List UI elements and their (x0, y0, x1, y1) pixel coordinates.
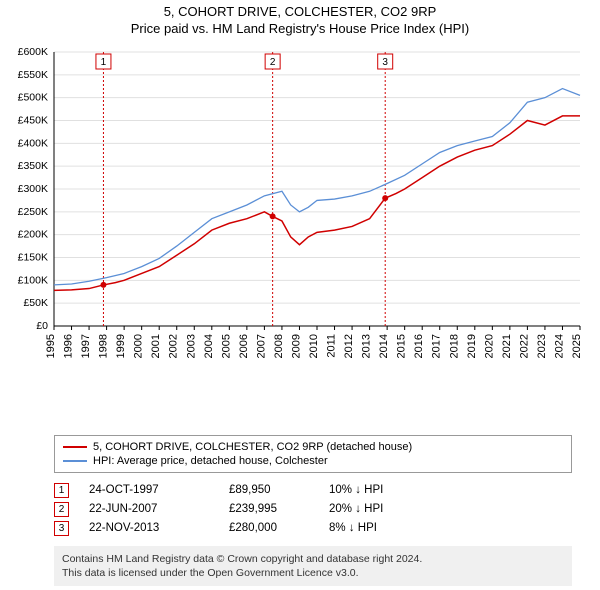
x-tick-label: 2024 (553, 334, 565, 358)
x-tick-label: 2020 (483, 334, 495, 358)
sales-row-date: 22-JUN-2007 (89, 503, 209, 515)
x-tick-label: 2004 (203, 334, 215, 358)
x-tick-label: 2023 (536, 334, 548, 358)
x-tick-label: 2019 (466, 334, 478, 358)
x-tick-label: 2022 (518, 334, 530, 358)
sales-row-price: £239,995 (229, 503, 309, 515)
x-tick-label: 2025 (571, 334, 583, 358)
series-price_paid (54, 116, 580, 290)
sale-marker-number: 1 (101, 57, 107, 68)
x-tick-label: 2007 (255, 334, 267, 358)
sales-row: 3 22-NOV-2013 £280,000 8% ↓ HPI (54, 519, 572, 538)
x-tick-label: 2005 (220, 334, 232, 358)
x-tick-label: 2018 (448, 334, 460, 358)
title-line-1: 5, COHORT DRIVE, COLCHESTER, CO2 9RP (0, 4, 600, 19)
legend: 5, COHORT DRIVE, COLCHESTER, CO2 9RP (de… (54, 435, 572, 473)
x-tick-label: 2017 (431, 334, 443, 358)
y-tick-label: £150K (18, 252, 48, 264)
x-tick-label: 2008 (273, 334, 285, 358)
chart-title: 5, COHORT DRIVE, COLCHESTER, CO2 9RP Pri… (0, 0, 600, 44)
x-tick-label: 1996 (63, 334, 75, 358)
y-tick-label: £100K (18, 274, 48, 286)
y-tick-label: £350K (18, 160, 48, 172)
sales-row-delta: 8% ↓ HPI (329, 522, 419, 534)
x-tick-label: 2003 (185, 334, 197, 358)
legend-row: 5, COHORT DRIVE, COLCHESTER, CO2 9RP (de… (63, 440, 563, 454)
legend-swatch (63, 460, 87, 462)
y-tick-label: £450K (18, 115, 48, 127)
sales-table: 1 24-OCT-1997 £89,950 10% ↓ HPI 2 22-JUN-2007… (54, 481, 572, 538)
legend-label: HPI: Average price, detached house, Colc… (93, 455, 328, 467)
x-tick-label: 2011 (326, 334, 338, 358)
y-tick-label: £500K (18, 92, 48, 104)
attribution-line-2: This data is licensed under the Open Gov… (62, 566, 564, 580)
x-tick-label: 2009 (290, 334, 302, 358)
x-tick-label: 1995 (45, 334, 57, 358)
x-tick-label: 1998 (98, 334, 110, 358)
title-line-2: Price paid vs. HM Land Registry's House … (0, 21, 600, 36)
y-tick-label: £250K (18, 206, 48, 218)
y-tick-label: £400K (18, 137, 48, 149)
y-tick-label: £550K (18, 69, 48, 81)
x-tick-label: 2021 (501, 334, 513, 358)
x-tick-label: 1999 (115, 334, 127, 358)
x-tick-label: 2001 (150, 334, 162, 358)
sales-row-delta: 20% ↓ HPI (329, 503, 419, 515)
legend-label: 5, COHORT DRIVE, COLCHESTER, CO2 9RP (de… (93, 441, 412, 453)
y-tick-label: £50K (23, 297, 48, 309)
y-tick-label: £0 (36, 320, 48, 332)
y-tick-label: £600K (18, 46, 48, 58)
sales-row: 1 24-OCT-1997 £89,950 10% ↓ HPI (54, 481, 572, 500)
sales-row-date: 22-NOV-2013 (89, 522, 209, 534)
x-tick-label: 2010 (308, 334, 320, 358)
legend-swatch (63, 446, 87, 448)
x-tick-label: 2015 (396, 334, 408, 358)
sale-marker-number: 3 (382, 57, 388, 68)
attribution-line-1: Contains HM Land Registry data © Crown c… (62, 552, 564, 566)
sales-row-badge: 1 (54, 483, 69, 498)
y-tick-label: £200K (18, 229, 48, 241)
sale-marker-number: 2 (270, 57, 276, 68)
sales-row-badge: 2 (54, 502, 69, 517)
sales-row-date: 24-OCT-1997 (89, 484, 209, 496)
sales-row: 2 22-JUN-2007 £239,995 20% ↓ HPI (54, 500, 572, 519)
legend-row: HPI: Average price, detached house, Colc… (63, 454, 563, 468)
x-tick-label: 2012 (343, 334, 355, 358)
chart-area: £0 £50K £100K £150K £200K £250K £300K £350K £400… (0, 44, 600, 429)
sales-row-price: £280,000 (229, 522, 309, 534)
attribution: Contains HM Land Registry data © Crown c… (54, 546, 572, 586)
x-tick-label: 2016 (413, 334, 425, 358)
y-tick-label: £300K (18, 183, 48, 195)
sales-row-delta: 10% ↓ HPI (329, 484, 419, 496)
x-tick-label: 2014 (378, 334, 390, 358)
sales-row-badge: 3 (54, 521, 69, 536)
x-tick-label: 2013 (361, 334, 373, 358)
sales-row-price: £89,950 (229, 484, 309, 496)
x-tick-label: 2006 (238, 334, 250, 358)
x-tick-label: 1997 (80, 334, 92, 358)
line-chart: £0 £50K £100K £150K £200K £250K £300K £350K £400… (0, 44, 600, 374)
series-hpi (54, 89, 580, 285)
x-tick-label: 2000 (133, 334, 145, 358)
x-tick-label: 2002 (168, 334, 180, 358)
